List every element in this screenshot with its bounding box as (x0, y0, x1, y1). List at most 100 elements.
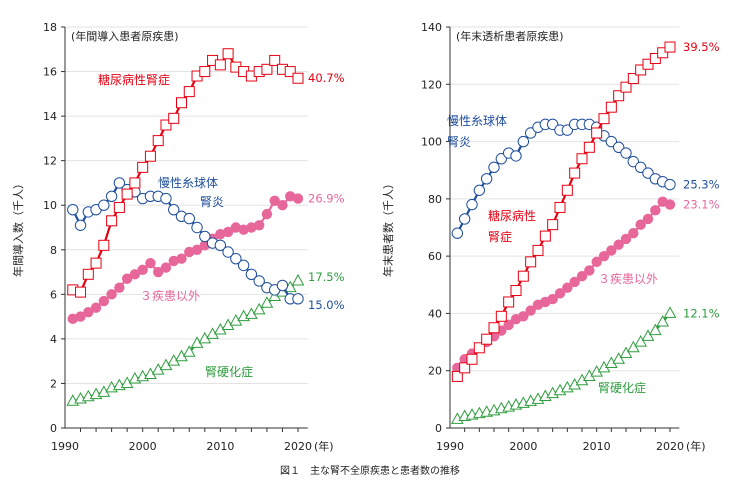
data-point-dot (176, 253, 187, 264)
data-point-square (613, 90, 625, 102)
data-point-circle (473, 184, 486, 196)
data-point-square (517, 270, 529, 282)
y-tick-label: 18 (43, 21, 57, 34)
x-tick-label: 2010 (206, 440, 234, 453)
end-label-gn: 25.3% (683, 178, 720, 192)
panel-subtitle: (年間導入患者原疾患) (71, 29, 179, 43)
data-point-dot (145, 257, 156, 269)
y-tick-label: 2 (50, 377, 57, 390)
data-point-dot (569, 276, 580, 288)
end-label-other: 26.9% (308, 192, 345, 206)
end-label-nephrosclerosis: 12.1% (683, 306, 720, 320)
end-label-other: 23.1% (683, 198, 720, 212)
data-point-dot (591, 256, 602, 268)
series-label-gn: 慢性糸球体 (158, 176, 218, 190)
data-point-triangle (663, 306, 677, 318)
data-point-dot (153, 266, 164, 278)
data-point-dot (261, 208, 273, 220)
series-label-nephrosclerosis: 腎硬化症 (598, 380, 646, 395)
data-point-square (121, 188, 133, 200)
data-point-triangle (260, 296, 274, 308)
series-label-diabetic: 糖尿病性 (488, 208, 536, 223)
data-point-square (106, 215, 118, 227)
data-point-square (113, 201, 125, 213)
data-point-square (503, 296, 515, 308)
data-point-circle (451, 227, 464, 239)
data-point-circle (276, 279, 289, 292)
data-point-circle (237, 259, 250, 272)
data-point-square (261, 63, 273, 75)
data-point-dot (121, 273, 133, 284)
data-point-circle (458, 213, 471, 225)
series-label-gn: 慢性糸球体 (447, 114, 507, 128)
data-point-circle (245, 268, 258, 280)
data-point-square (569, 167, 581, 179)
y-tick-label: 80 (428, 193, 442, 206)
data-point-square (269, 54, 281, 66)
data-point-square (466, 353, 478, 365)
data-point-triangle (182, 345, 196, 357)
series-label-nephrosclerosis: 腎硬化症 (205, 364, 253, 379)
data-point-dot (75, 311, 86, 322)
y-tick-label: 60 (428, 250, 442, 263)
data-point-circle (199, 230, 211, 243)
data-point-square (199, 66, 211, 78)
data-point-dot (650, 205, 661, 216)
panel-subtitle: (年末透析患者原疾患) (456, 29, 564, 43)
data-point-circle (488, 161, 500, 174)
data-point-square (554, 201, 566, 213)
data-point-dot (222, 226, 234, 238)
data-point-dot (160, 262, 172, 273)
x-tick-label: 2000 (509, 440, 537, 453)
data-point-square (635, 64, 647, 76)
data-point-square (284, 66, 296, 78)
data-point-dot (98, 295, 110, 307)
y-axis-label: 年末患者数（千人） (381, 178, 395, 277)
data-point-square (98, 239, 110, 251)
data-point-square (459, 362, 471, 374)
data-point-circle (183, 212, 195, 225)
y-tick-label: 8 (50, 244, 57, 257)
data-point-circle (214, 239, 227, 252)
data-point-circle (480, 173, 493, 185)
x-unit-label: (年) (686, 439, 706, 453)
data-point-triangle (291, 273, 305, 286)
data-point-square (525, 256, 537, 268)
data-point-circle (517, 135, 530, 148)
series-label-gn: 腎炎 (200, 195, 224, 209)
data-point-triangle (626, 340, 640, 353)
data-point-square (627, 73, 639, 85)
y-tick-label: 120 (421, 78, 442, 91)
end-label-gn: 15.0% (308, 298, 345, 312)
data-point-circle (466, 198, 478, 211)
data-point-circle (168, 203, 180, 216)
data-point-dot (562, 282, 573, 293)
x-unit-label: (年) (314, 439, 334, 453)
data-point-square (649, 53, 661, 65)
data-point-square (598, 113, 610, 125)
data-point-square (547, 219, 559, 231)
y-tick-label: 40 (428, 307, 442, 320)
y-tick-label: 0 (50, 422, 57, 435)
data-point-dot (269, 195, 280, 206)
series-label-gn: 腎炎 (447, 135, 471, 149)
data-point-square (561, 184, 573, 196)
data-point-square (144, 150, 156, 162)
data-point-circle (113, 177, 126, 189)
data-point-square (129, 177, 141, 189)
data-point-dot (292, 193, 304, 204)
data-point-square (539, 230, 551, 242)
data-point-circle (74, 219, 87, 231)
figure-caption: 図１ 主な腎不全原疾患と患者数の推移 (280, 466, 460, 477)
data-point-triangle (656, 314, 670, 327)
data-point-square (214, 59, 226, 71)
data-point-dot (253, 220, 265, 231)
data-point-square (510, 285, 522, 297)
data-point-square (183, 86, 195, 98)
data-point-dot (554, 288, 566, 299)
data-point-square (473, 342, 485, 354)
data-point-dot (114, 282, 125, 293)
y-tick-label: 4 (50, 333, 57, 346)
series-label-diabetic: 腎症 (488, 229, 512, 244)
data-point-square (657, 47, 669, 59)
